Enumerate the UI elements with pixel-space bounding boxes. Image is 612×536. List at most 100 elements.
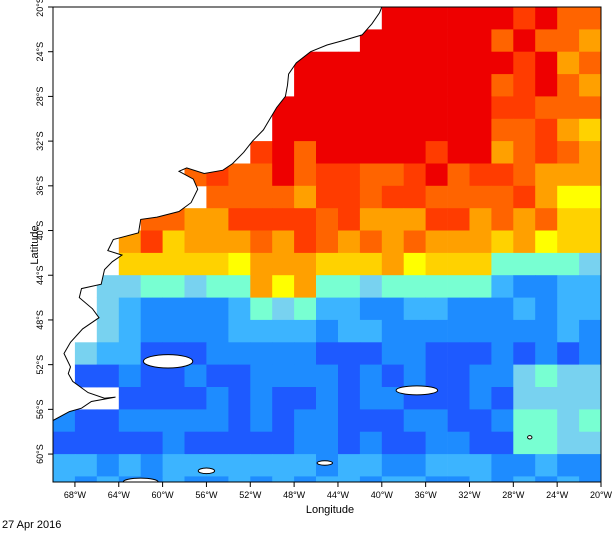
grid-cell xyxy=(513,163,536,187)
grid-cell xyxy=(162,364,185,388)
grid-cell xyxy=(513,51,536,75)
grid-cell xyxy=(535,275,558,298)
grid-cell xyxy=(74,431,98,455)
grid-cell xyxy=(184,387,207,410)
y-tick-label: 48°S xyxy=(35,310,45,330)
grid-cell xyxy=(359,96,383,120)
grid-cell xyxy=(74,454,98,477)
grid-cell xyxy=(381,185,405,209)
x-tick-label: 28°W xyxy=(502,490,525,500)
grid-cell xyxy=(557,230,580,254)
grid-cell xyxy=(359,29,383,53)
grid-cell xyxy=(403,454,426,477)
y-tick-label: 24°S xyxy=(35,42,45,62)
grid-cell xyxy=(272,252,295,276)
grid-cell xyxy=(425,51,448,75)
grid-cell xyxy=(228,185,251,209)
y-tick-label: 56°S xyxy=(35,400,45,420)
grid-cell xyxy=(469,74,492,97)
grid-cell xyxy=(294,476,317,482)
grid-cell xyxy=(513,275,536,298)
grid-cell xyxy=(491,74,514,97)
grid-cell xyxy=(250,275,273,298)
grid-cell xyxy=(294,431,317,455)
grid-cell xyxy=(206,342,229,366)
grid-cell xyxy=(316,230,339,254)
grid-cell xyxy=(557,342,580,366)
x-tick-label: 48°W xyxy=(283,490,306,500)
grid-cell xyxy=(294,230,317,254)
plot-frame xyxy=(52,6,602,483)
y-tick-label: 60°S xyxy=(35,444,45,464)
grid-cell xyxy=(338,74,361,97)
grid-cell xyxy=(469,185,492,209)
grid-cell xyxy=(425,141,448,164)
grid-cell xyxy=(557,29,580,53)
grid-cell xyxy=(140,409,163,433)
grid-cell xyxy=(74,409,98,433)
grid-cell xyxy=(535,342,558,366)
grid-cell xyxy=(535,51,558,75)
grid-cell xyxy=(338,387,361,410)
grid-cell xyxy=(316,252,339,276)
grid-cell xyxy=(425,96,448,120)
grid-cell xyxy=(447,476,470,482)
grid-cell xyxy=(338,275,361,298)
grid-cell xyxy=(294,208,317,231)
grid-cell xyxy=(579,208,601,231)
grid-cell xyxy=(513,431,536,455)
grid-cell xyxy=(403,208,426,231)
grid-cell xyxy=(294,74,317,97)
grid-cell xyxy=(272,230,295,254)
grid-cell xyxy=(338,141,361,164)
grid-cell xyxy=(513,364,536,388)
grid-cell xyxy=(250,297,273,321)
grid-cell xyxy=(316,208,339,231)
grid-cell xyxy=(118,409,142,433)
grid-cell xyxy=(579,51,601,75)
grid-cell xyxy=(447,387,470,410)
x-tick-label: 52°W xyxy=(239,490,262,500)
grid-cell xyxy=(140,275,163,298)
grid-cell xyxy=(338,476,361,482)
grid-cell xyxy=(447,252,470,276)
grid-cell xyxy=(535,409,558,433)
grid-cell xyxy=(557,431,580,455)
grid-cell xyxy=(535,297,558,321)
grid-cell xyxy=(359,454,383,477)
grid-cell xyxy=(140,252,163,276)
grid-cell xyxy=(579,185,601,209)
grid-cell xyxy=(359,364,383,388)
islet xyxy=(122,477,159,482)
grid-cell xyxy=(491,476,514,482)
grid-cell xyxy=(579,342,601,366)
grid-cell xyxy=(118,342,142,366)
grid-cell xyxy=(425,163,448,187)
grid-cell xyxy=(491,118,514,142)
grid-cell xyxy=(228,454,251,477)
grid-cell xyxy=(403,118,426,142)
grid-cell xyxy=(381,275,405,298)
grid-cell xyxy=(250,230,273,254)
grid-cell xyxy=(403,252,426,276)
grid-cell xyxy=(469,319,492,343)
x-tick-label: 60°W xyxy=(152,490,175,500)
grid-cell xyxy=(579,431,601,455)
grid-cell xyxy=(381,476,405,482)
grid-cell xyxy=(206,297,229,321)
x-tick-label: 56°W xyxy=(195,490,218,500)
grid-cell xyxy=(316,319,339,343)
grid-cell xyxy=(469,208,492,231)
grid-cell xyxy=(425,185,448,209)
grid-cell xyxy=(447,364,470,388)
grid-cell xyxy=(272,364,295,388)
grid-cell xyxy=(140,431,163,455)
grid-cell xyxy=(228,476,251,482)
date-label: 27 Apr 2016 xyxy=(2,519,62,531)
grid-cell xyxy=(491,51,514,75)
grid-cell xyxy=(272,431,295,455)
y-tick-label: 36°S xyxy=(35,176,45,196)
grid-cell xyxy=(535,141,558,164)
grid-cell xyxy=(491,230,514,254)
grid-cell xyxy=(338,51,361,75)
